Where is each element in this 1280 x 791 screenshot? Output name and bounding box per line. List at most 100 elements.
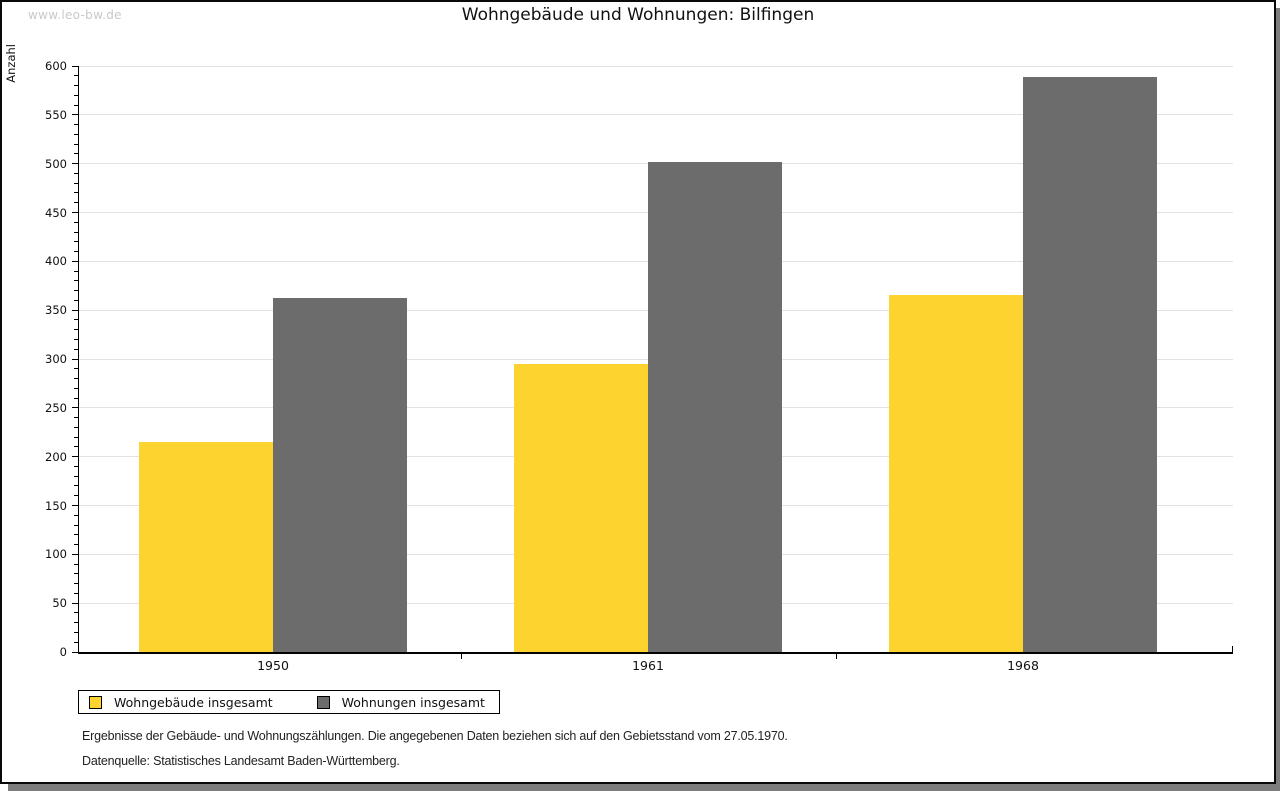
bar-1961-wohnungen <box>648 161 782 652</box>
y-axis-major-tick <box>72 505 78 506</box>
y-axis-minor-tick <box>74 475 78 477</box>
y-axis-minor-tick <box>74 153 78 155</box>
y-axis-minor-tick <box>74 133 78 135</box>
y-axis-minor-tick <box>74 241 78 243</box>
y-axis-major-tick <box>72 553 78 555</box>
y-axis-minor-tick <box>74 436 78 438</box>
y-axis-major-tick <box>72 65 78 67</box>
bar-1968-wohnungen <box>1023 76 1157 652</box>
y-axis-tick-label: 300 <box>45 352 67 366</box>
y-axis-major-tick <box>72 456 78 458</box>
footnote-line-2: Datenquelle: Statistisches Landesamt Bad… <box>82 754 400 768</box>
y-axis-tick-label: 450 <box>45 205 67 220</box>
y-axis-minor-tick <box>74 426 78 428</box>
bar-1950-wohnungen <box>273 298 407 652</box>
x-axis-tick-label: 1968 <box>1007 658 1039 673</box>
legend-item: Wohnungen insgesamt <box>316 694 485 710</box>
y-axis-minor-tick <box>74 573 78 575</box>
y-axis-tick-label: 550 <box>45 107 67 122</box>
y-axis-minor-tick <box>74 124 78 126</box>
legend-item: Wohngebäude insgesamt <box>89 695 273 710</box>
y-axis-tick-label: 600 <box>45 59 67 73</box>
y-axis-minor-tick <box>74 495 78 497</box>
y-axis-minor-tick <box>74 378 78 380</box>
y-axis-major-tick <box>72 602 78 604</box>
y-axis-minor-tick <box>74 631 78 633</box>
x-axis-separator-tick <box>460 654 462 659</box>
x-axis-end-tick <box>1232 646 1233 652</box>
footnote-line-1: Ergebnisse der Gebäude- und Wohnungszähl… <box>82 729 788 743</box>
legend-swatch-wohnungen <box>316 695 330 709</box>
legend-label: Wohngebäude insgesamt <box>114 694 273 710</box>
y-axis-minor-tick <box>74 583 78 585</box>
y-axis-tick-label: 100 <box>45 547 67 562</box>
y-axis-minor-tick <box>74 387 78 389</box>
legend-label: Wohnungen insgesamt <box>341 694 485 710</box>
y-axis-minor-tick <box>74 172 78 174</box>
y-axis-minor-tick <box>74 104 78 106</box>
y-axis-major-tick <box>72 212 78 213</box>
y-axis-minor-tick <box>74 641 78 643</box>
y-axis-minor-tick <box>74 280 78 282</box>
y-axis-minor-tick <box>74 446 78 448</box>
y-axis-minor-tick <box>74 534 78 536</box>
gridline <box>79 114 1233 116</box>
plot-area: 0 50 100 150 200 250 300 350 400 450 500 550 600 1950… <box>45 59 1233 673</box>
y-axis-minor-tick <box>74 524 78 526</box>
y-axis-major-tick <box>72 114 78 116</box>
y-axis-major-tick <box>72 358 78 360</box>
y-axis-tick-label: 400 <box>45 254 67 269</box>
y-axis-minor-tick <box>74 251 78 253</box>
y-axis-minor-tick <box>74 221 78 223</box>
bar-1950-wohngebaeude <box>139 442 273 652</box>
y-axis-minor-tick <box>74 75 78 77</box>
y-axis-minor-tick <box>74 514 78 516</box>
y-axis-major-tick <box>72 407 78 409</box>
y-axis-tick-label: 0 <box>59 645 67 659</box>
bar-1968-wohngebaeude <box>889 294 1023 652</box>
x-axis-tick-label: 1961 <box>632 658 664 673</box>
y-axis-minor-tick <box>74 85 78 87</box>
drop-shadow-bottom <box>8 784 1280 791</box>
y-axis-minor-tick <box>74 612 78 614</box>
y-axis-minor-tick <box>74 338 78 340</box>
y-axis-major-tick <box>72 651 78 653</box>
y-axis-tick-label: 500 <box>45 156 67 171</box>
legend-swatch-wohngebaeude <box>89 695 102 709</box>
y-axis-minor-tick <box>74 270 78 272</box>
y-axis-major-tick <box>72 163 78 165</box>
legend: Wohngebäude insgesamt Wohnungen insgesam… <box>78 690 500 714</box>
x-axis-tick-label: 1950 <box>257 658 289 673</box>
y-axis-minor-tick <box>74 182 78 184</box>
y-axis-minor-tick <box>74 544 78 546</box>
drop-shadow-right <box>1276 8 1280 791</box>
y-axis-tick-label: 50 <box>52 596 67 611</box>
y-axis-major-tick <box>72 309 78 311</box>
y-axis-minor-tick <box>74 592 78 594</box>
y-axis-title: Anzahl <box>4 44 18 83</box>
y-axis-tick-label: 200 <box>45 449 67 464</box>
y-axis-minor-tick <box>74 417 78 419</box>
y-axis-minor-tick <box>74 143 78 145</box>
y-axis-minor-tick <box>74 192 78 194</box>
chart-title: Wohngebäude und Wohnungen: Bilfingen <box>461 5 815 25</box>
y-axis-minor-tick <box>74 299 78 301</box>
y-axis-tick-label: 150 <box>45 498 67 513</box>
bar-1961-wohngebaeude <box>514 363 648 652</box>
y-axis-minor-tick <box>74 319 78 321</box>
y-axis-tick-label: 350 <box>45 303 67 318</box>
y-axis-minor-tick <box>74 622 78 624</box>
x-axis-separator-tick <box>835 654 837 659</box>
y-axis-minor-tick <box>74 329 78 331</box>
y-axis-minor-tick <box>74 94 78 96</box>
y-axis-minor-tick <box>74 368 78 370</box>
y-axis-major-tick <box>72 260 78 262</box>
gridline <box>79 65 1233 67</box>
watermark: www.leo-bw.de <box>28 8 122 22</box>
y-axis-minor-tick <box>74 563 78 565</box>
y-axis-minor-tick <box>74 397 78 399</box>
y-axis-minor-tick <box>74 348 78 350</box>
y-axis-minor-tick <box>74 202 78 204</box>
